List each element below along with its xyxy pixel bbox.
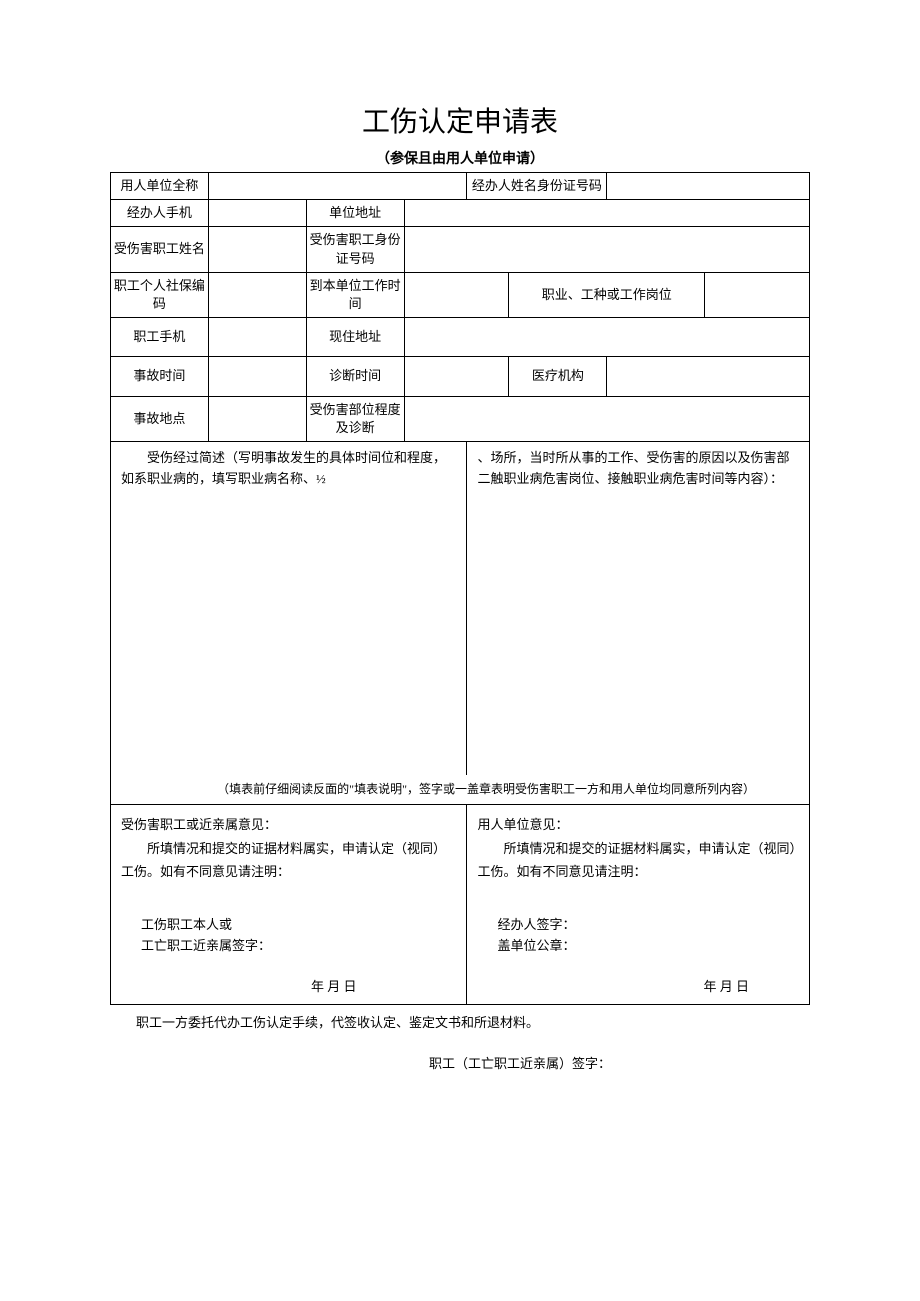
opinion-worker-date: 年 月 日 (311, 975, 357, 998)
label-hospital: 医疗机构 (509, 357, 607, 396)
field-accident-time[interactable] (208, 357, 306, 396)
table-row: 经办人手机 单位地址 (111, 200, 810, 227)
opinion-row: 受伤害职工或近亲属意见： 所填情况和提交的证据材料属实，申请认定（视同）工伤。如… (111, 805, 810, 1005)
label-work-start: 到本单位工作时间 (306, 272, 404, 317)
label-employer-name: 用人单位全称 (111, 173, 209, 200)
description-body-row (111, 495, 810, 775)
label-agent-id: 经办人姓名身份证号码 (467, 173, 607, 200)
field-job-type[interactable] (705, 272, 810, 317)
note-text-right: 盖章表明受伤害职工一方和用人单位均同意所列内容） (467, 775, 810, 804)
label-agent-phone: 经办人手机 (111, 200, 209, 227)
opinion-employer-sig1: 经办人签字： (497, 915, 799, 936)
field-worker-id[interactable] (404, 227, 809, 272)
opinion-employer-body: 所填情况和提交的证据材料属实，申请认定（视同）工伤。如有不同意见请注明： (477, 837, 799, 884)
label-employer-address: 单位地址 (306, 200, 404, 227)
opinion-employer[interactable]: 用人单位意见： 所填情况和提交的证据材料属实，申请认定（视同）工伤。如有不同意见… (467, 805, 810, 1005)
description-header-row: 受伤经过简述（写明事故发生的具体时间位和程度，如系职业病的，填写职业病名称、½ … (111, 441, 810, 495)
description-right: 、场所，当时所从事的工作、受伤害的原因以及伤害部二触职业病危害岗位、接触职业病危… (467, 441, 810, 495)
label-accident-location: 事故地点 (111, 396, 209, 441)
page-title: 工伤认定申请表 (110, 100, 810, 140)
field-worker-name[interactable] (208, 227, 306, 272)
label-current-address: 现住地址 (306, 318, 404, 357)
label-worker-phone: 职工手机 (111, 318, 209, 357)
field-accident-location[interactable] (208, 396, 306, 441)
field-current-address[interactable] (404, 318, 809, 357)
opinion-employer-sig2: 盖单位公章： (497, 936, 799, 957)
opinion-worker-sig1: 工伤职工本人或 (141, 915, 456, 936)
field-social-code[interactable] (208, 272, 306, 317)
label-accident-time: 事故时间 (111, 357, 209, 396)
application-form-table: 用人单位全称 经办人姓名身份证号码 经办人手机 单位地址 受伤害职工姓名 受伤害… (110, 172, 810, 1005)
opinion-worker-sig2: 工亡职工近亲属签字： (141, 936, 456, 957)
opinion-worker-body: 所填情况和提交的证据材料属实，申请认定（视同）工伤。如有不同意见请注明： (121, 837, 456, 884)
label-injury-degree: 受伤害部位程度及诊断 (306, 396, 404, 441)
label-worker-name: 受伤害职工姓名 (111, 227, 209, 272)
field-diagnosis-time[interactable] (404, 357, 509, 396)
description-left: 受伤经过简述（写明事故发生的具体时间位和程度，如系职业病的，填写职业病名称、½ (111, 441, 467, 495)
opinion-employer-title: 用人单位意见： (477, 813, 799, 836)
label-social-code: 职工个人社保编码 (111, 272, 209, 317)
field-agent-id[interactable] (607, 173, 810, 200)
table-row: 职工个人社保编码 到本单位工作时间 职业、工种或工作岗位 (111, 272, 810, 317)
description-body-right[interactable] (467, 495, 810, 775)
field-injury-degree[interactable] (404, 396, 809, 441)
label-worker-id: 受伤害职工身份证号码 (306, 227, 404, 272)
label-job-type: 职业、工种或工作岗位 (509, 272, 705, 317)
field-agent-phone[interactable] (208, 200, 306, 227)
footer-signature-label: 职工（工亡职工近亲属）签字： (110, 1053, 810, 1072)
page-subtitle: （参保且由用人单位申请） (110, 148, 810, 168)
description-body-left[interactable] (111, 495, 467, 775)
field-employer-address[interactable] (404, 200, 809, 227)
opinion-worker[interactable]: 受伤害职工或近亲属意见： 所填情况和提交的证据材料属实，申请认定（视同）工伤。如… (111, 805, 467, 1005)
field-hospital[interactable] (607, 357, 810, 396)
table-row: 事故地点 受伤害部位程度及诊断 (111, 396, 810, 441)
note-row: （填表前仔细阅读反面的"填表说明"，签字或一盖章表明受伤害职工一方和用人单位均同… (111, 775, 810, 804)
table-row: 受伤害职工姓名 受伤害职工身份证号码 (111, 227, 810, 272)
field-worker-phone[interactable] (208, 318, 306, 357)
label-diagnosis-time: 诊断时间 (306, 357, 404, 396)
table-row: 用人单位全称 经办人姓名身份证号码 (111, 173, 810, 200)
field-work-start[interactable] (404, 272, 509, 317)
note-text-left: （填表前仔细阅读反面的"填表说明"，签字或一盖章表明受伤害职工一方和用人单位均同… (111, 775, 467, 804)
footer-delegate-text: 职工一方委托代办工伤认定手续，代签收认定、鉴定文书和所退材料。 (110, 1011, 810, 1034)
opinion-worker-title: 受伤害职工或近亲属意见： (121, 813, 456, 836)
table-row: 职工手机 现住地址 (111, 318, 810, 357)
field-employer-name[interactable] (208, 173, 467, 200)
opinion-employer-date: 年 月 日 (703, 975, 749, 998)
table-row: 事故时间 诊断时间 医疗机构 (111, 357, 810, 396)
